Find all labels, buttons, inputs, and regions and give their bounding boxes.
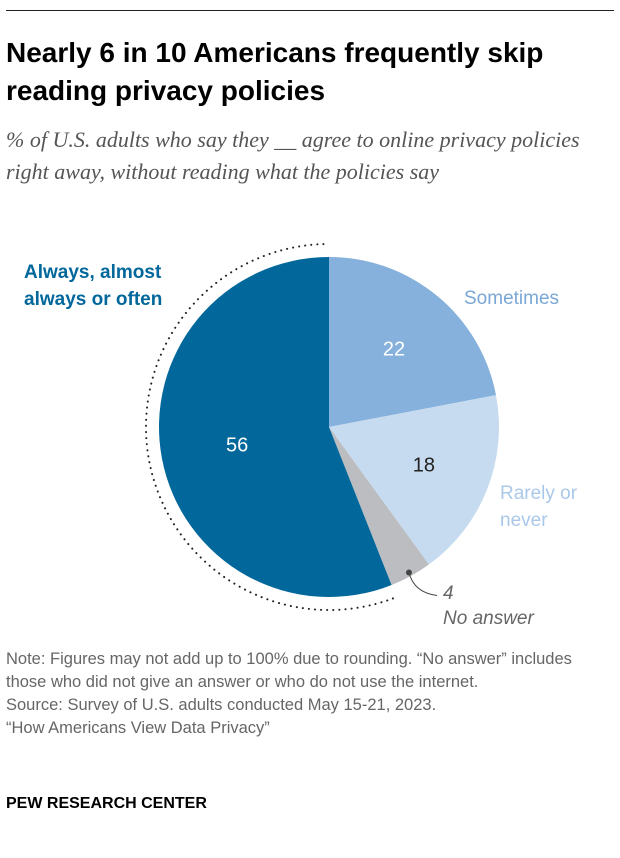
label-rarely: Rarely or never [500, 483, 578, 531]
pie-slice-always [159, 257, 392, 598]
brand-logo: PEW RESEARCH CENTER [6, 795, 207, 812]
value-no-answer: 4 [443, 583, 454, 604]
chart-title: Nearly 6 in 10 Americans frequently skip… [6, 37, 544, 106]
value-label-rarely: 18 [413, 455, 435, 477]
report-text: “How Americans View Data Privacy” [6, 719, 270, 737]
value-label-always: 56 [226, 435, 248, 457]
pie-slice-rarely [329, 395, 499, 565]
pie-slice-no-answer [329, 427, 429, 586]
value-label-sometimes: 22 [383, 338, 405, 360]
highlight-dotted-arc [145, 243, 394, 611]
source-text: Source: Survey of U.S. adults conducted … [6, 696, 437, 714]
leader-line [408, 572, 438, 596]
note-text: Note: Figures may not add up to 100% due… [6, 650, 572, 691]
notes: Note: Figures may not add up to 100% due… [6, 648, 606, 740]
label-always: Always, almost always or often [24, 262, 163, 310]
chart-subtitle: % of U.S. adults who say they __ agree t… [6, 127, 580, 184]
label-sometimes: Sometimes [464, 288, 560, 309]
top-rule [6, 10, 614, 11]
pie-slice-sometimes [329, 257, 496, 427]
label-no-answer: No answer [443, 608, 534, 629]
